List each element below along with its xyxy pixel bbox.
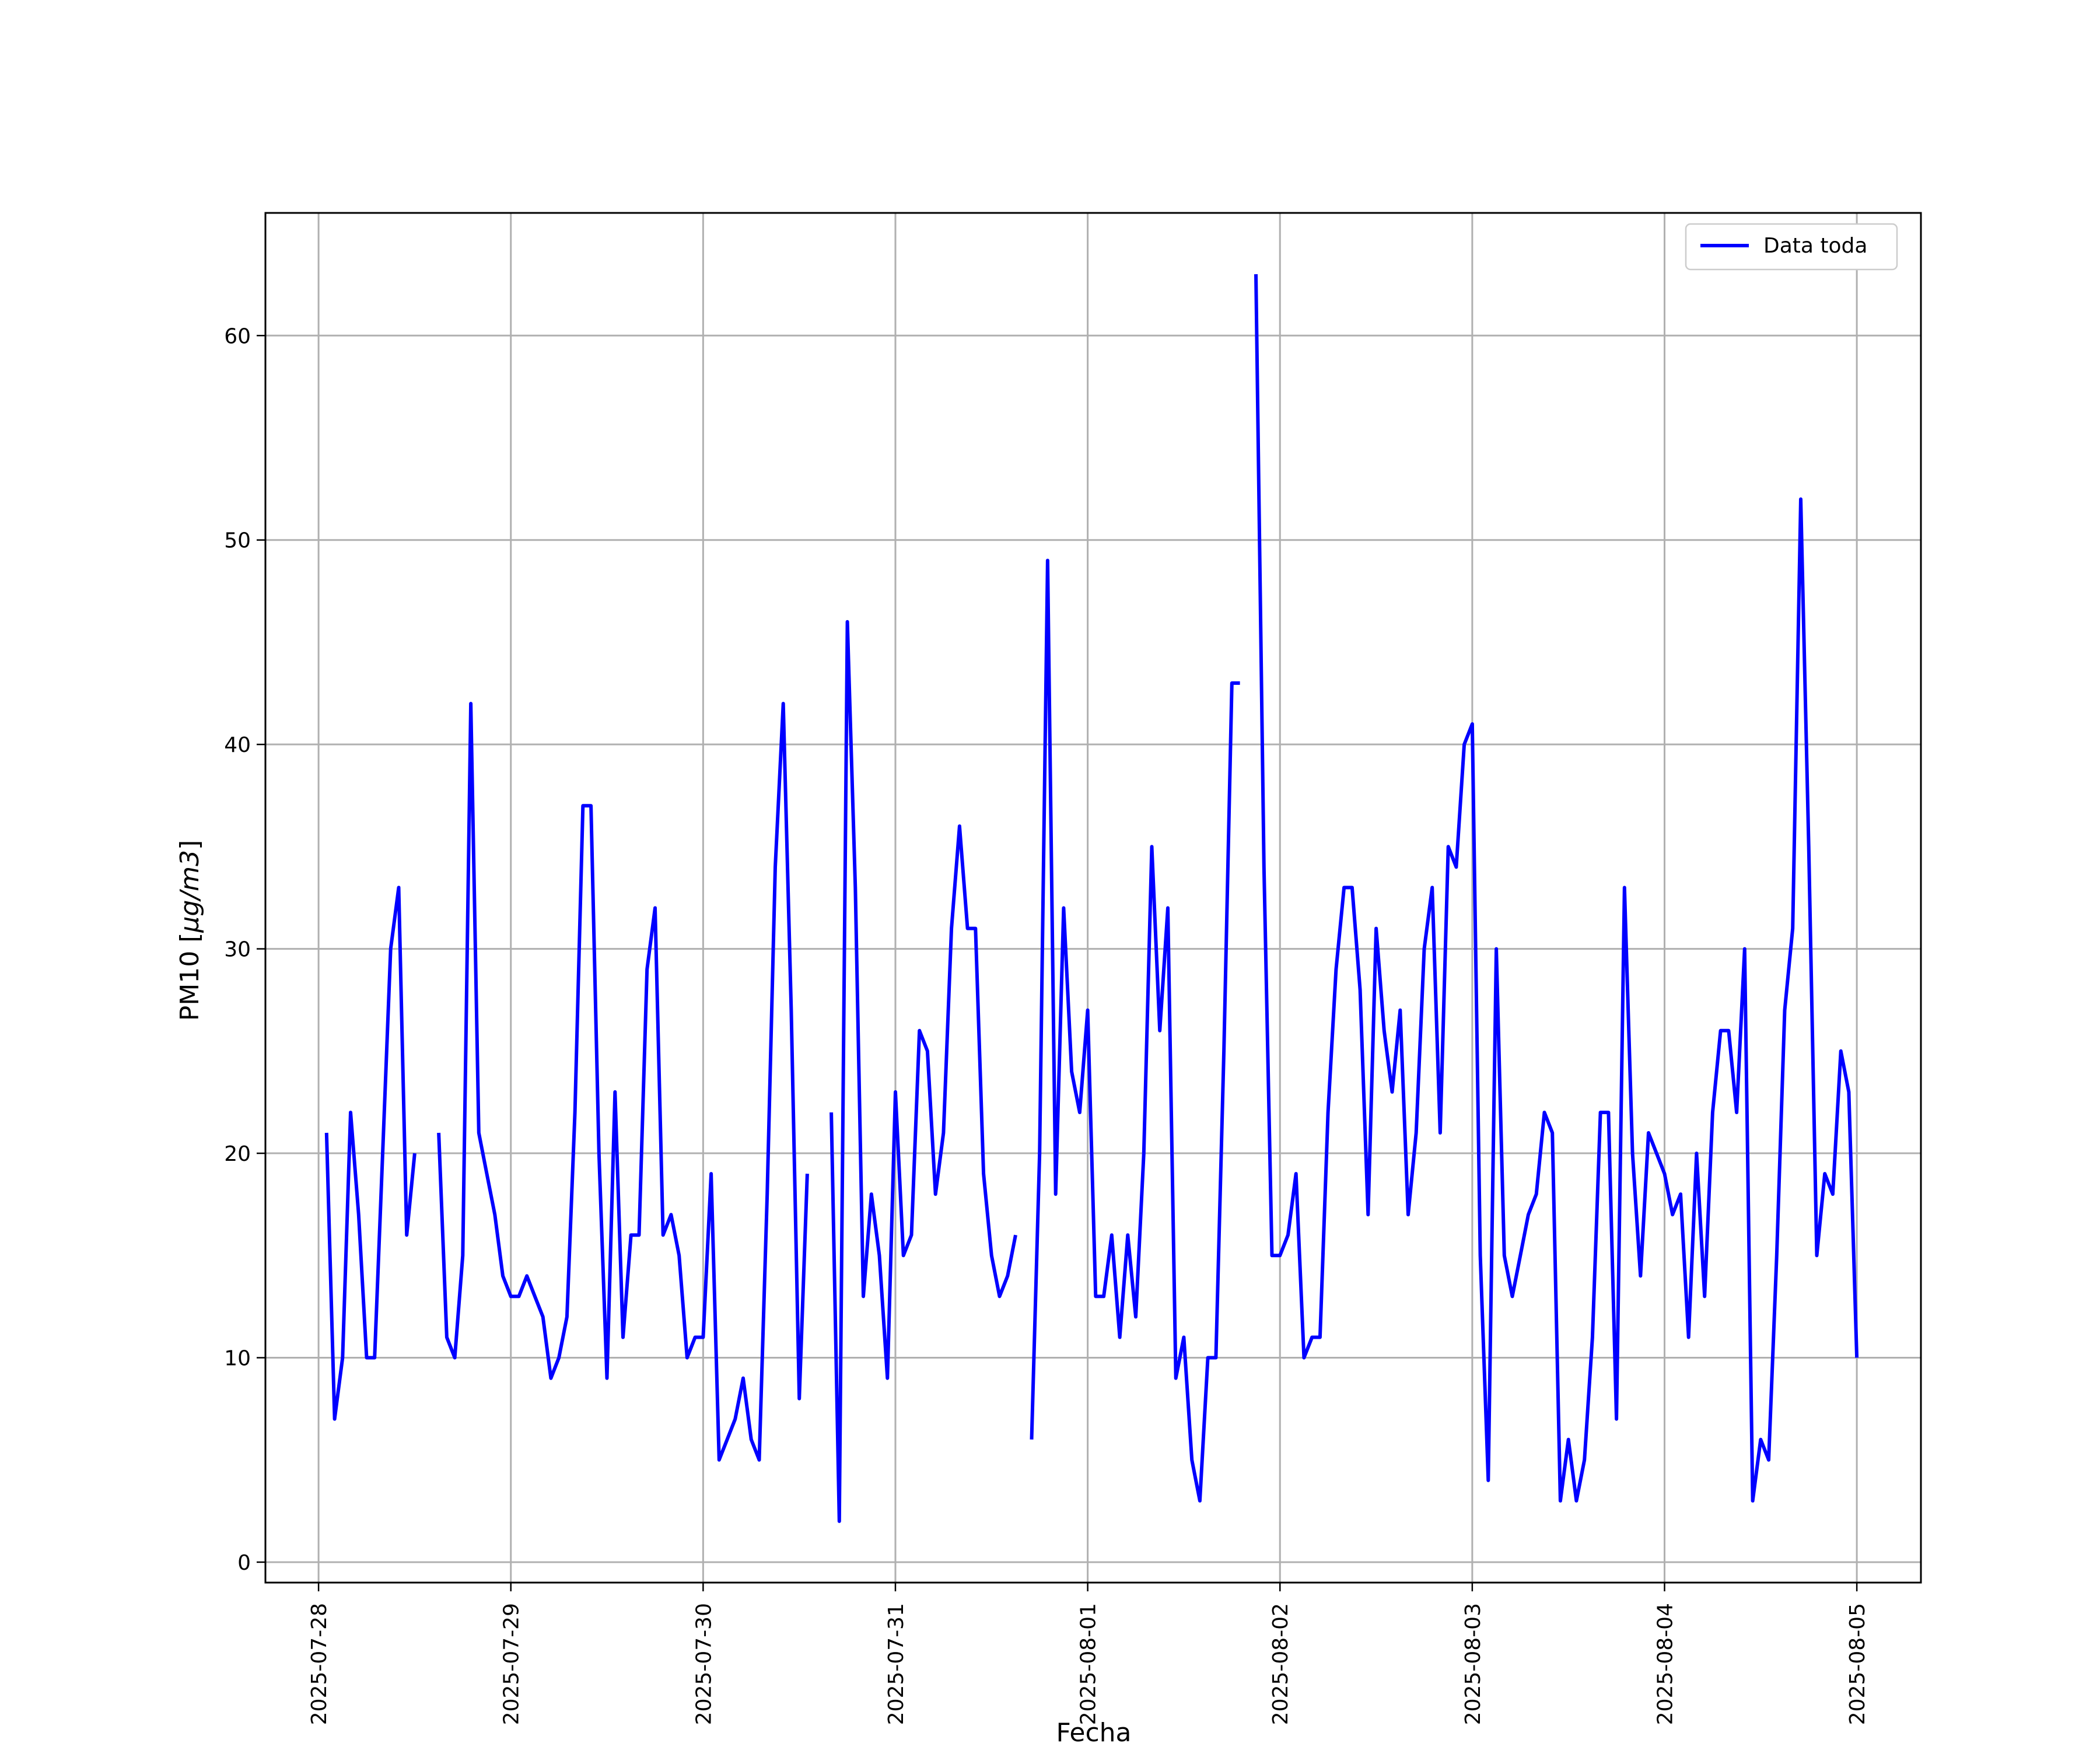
x-tick-label: 2025-08-01: [1077, 1603, 1101, 1725]
legend-box: [1685, 223, 1898, 271]
x-tick-label: 2025-08-02: [1269, 1603, 1293, 1725]
x-tick-label: 2025-07-30: [692, 1603, 716, 1725]
series-layer: [324, 274, 1859, 1523]
y-tick-label: 50: [224, 529, 251, 553]
y-axis-title-unit: μg/m3: [175, 850, 205, 933]
grid: [265, 213, 1921, 1583]
y-axis-title-prefix: PM10 [: [175, 933, 205, 1021]
y-axis-title-suffix: ]: [175, 840, 205, 850]
x-tick-label: 2025-07-28: [307, 1603, 331, 1725]
y-tick-label: 20: [224, 1142, 251, 1166]
y-tick-label: 30: [224, 938, 251, 962]
y-axis-title: PM10 [μg/m3]: [175, 840, 205, 1021]
x-tick-label: 2025-08-03: [1461, 1603, 1485, 1725]
x-axis-title: Fecha: [1056, 1718, 1131, 1748]
y-tick-label: 40: [224, 733, 251, 757]
y-tick-label: 10: [224, 1347, 251, 1371]
x-tick-label: 2025-08-05: [1846, 1603, 1870, 1725]
y-tick-label: 0: [237, 1551, 251, 1575]
x-tick-label: 2025-07-31: [884, 1603, 908, 1725]
y-tick-label: 60: [224, 324, 251, 348]
x-tick-label: 2025-07-29: [500, 1603, 524, 1725]
legend-label: Data toda: [1763, 234, 1867, 258]
series-line: [324, 274, 1859, 1523]
legend: Data toda: [1685, 223, 1898, 271]
axis-ticks: 2025-07-28 2025-07-29 2025-07-30 2025-07-31…: [224, 324, 1870, 1725]
x-tick-label: 2025-08-04: [1653, 1603, 1677, 1725]
plot-area-frame: [264, 212, 1922, 1584]
